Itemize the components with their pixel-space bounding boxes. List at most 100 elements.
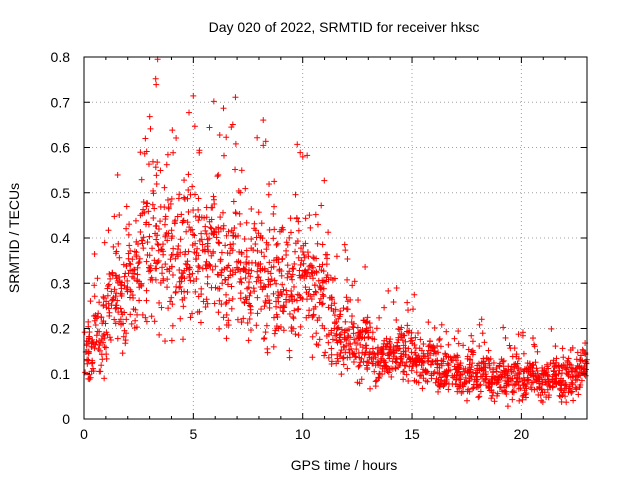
data-point <box>436 335 443 342</box>
data-point <box>295 332 302 339</box>
data-point <box>271 203 278 210</box>
data-point <box>578 377 585 384</box>
axis-ticks <box>83 56 588 420</box>
data-point <box>295 218 302 225</box>
data-point <box>469 351 476 358</box>
data-point <box>502 377 509 384</box>
data-point <box>421 353 428 360</box>
data-point <box>126 221 133 228</box>
data-point <box>304 152 311 159</box>
data-point <box>168 235 175 242</box>
data-point <box>320 293 327 300</box>
data-point <box>112 320 119 327</box>
data-point <box>569 380 576 387</box>
data-point <box>104 285 111 292</box>
data-point <box>245 337 252 344</box>
data-point <box>125 231 132 238</box>
data-point <box>294 291 301 298</box>
data-point <box>111 286 118 293</box>
data-point <box>242 185 249 192</box>
data-point <box>220 105 227 112</box>
data-point <box>180 336 187 343</box>
data-point <box>300 251 307 258</box>
data-point <box>181 251 188 258</box>
data-point <box>324 255 331 262</box>
data-point <box>354 324 361 331</box>
data-point <box>290 283 297 290</box>
data-point <box>139 311 146 318</box>
data-point <box>310 305 317 312</box>
data-point <box>117 281 124 288</box>
data-point <box>325 229 332 236</box>
data-point <box>390 353 397 360</box>
data-point <box>573 368 580 375</box>
data-point <box>424 350 431 357</box>
data-point <box>321 325 328 332</box>
data-point <box>520 350 527 357</box>
data-point <box>234 316 241 323</box>
data-point <box>289 265 296 272</box>
data-point <box>182 260 189 267</box>
data-point <box>322 349 329 356</box>
data-point <box>177 236 184 243</box>
data-point <box>114 171 121 178</box>
y-tick-label: 0.5 <box>51 185 71 201</box>
data-point <box>264 345 271 352</box>
data-point <box>151 257 158 264</box>
data-point <box>284 270 291 277</box>
data-point <box>90 313 97 320</box>
data-point <box>268 276 275 283</box>
data-point <box>220 209 227 216</box>
data-point <box>416 372 423 379</box>
data-point <box>364 314 371 321</box>
y-tick-label: 0.1 <box>51 366 71 382</box>
data-point <box>442 351 449 358</box>
data-point <box>292 248 299 255</box>
data-point <box>274 294 281 301</box>
data-point <box>185 186 192 193</box>
data-point <box>168 252 175 259</box>
data-point <box>483 355 490 362</box>
data-point <box>485 347 492 354</box>
data-point <box>255 230 262 237</box>
data-point <box>254 134 261 141</box>
data-point <box>152 276 159 283</box>
data-point <box>168 195 175 202</box>
data-point <box>499 358 506 365</box>
data-point <box>478 366 485 373</box>
data-point <box>147 267 154 274</box>
data-point <box>192 240 199 247</box>
data-point <box>559 392 566 399</box>
data-point <box>401 368 408 375</box>
data-point <box>358 355 365 362</box>
data-point <box>230 198 237 205</box>
data-point <box>304 249 311 256</box>
data-point <box>403 371 410 378</box>
data-point <box>511 345 518 352</box>
data-point <box>187 277 194 284</box>
data-point <box>450 357 457 364</box>
data-point <box>545 379 552 386</box>
data-point <box>162 338 169 345</box>
data-point <box>347 341 354 348</box>
data-point <box>503 368 510 375</box>
data-point <box>572 365 579 372</box>
data-point <box>306 307 313 314</box>
data-point <box>362 263 369 270</box>
data-point <box>425 355 432 362</box>
data-point <box>534 371 541 378</box>
data-point <box>142 221 149 228</box>
data-point <box>488 387 495 394</box>
data-point <box>314 240 321 247</box>
data-point <box>559 345 566 352</box>
data-point <box>127 247 134 254</box>
data-point <box>225 262 232 269</box>
data-point <box>211 200 218 207</box>
data-point <box>206 262 213 269</box>
data-point <box>245 284 252 291</box>
data-point <box>337 307 344 314</box>
data-point <box>549 384 556 391</box>
data-point <box>146 265 153 272</box>
data-point <box>357 341 364 348</box>
data-point <box>209 250 216 257</box>
